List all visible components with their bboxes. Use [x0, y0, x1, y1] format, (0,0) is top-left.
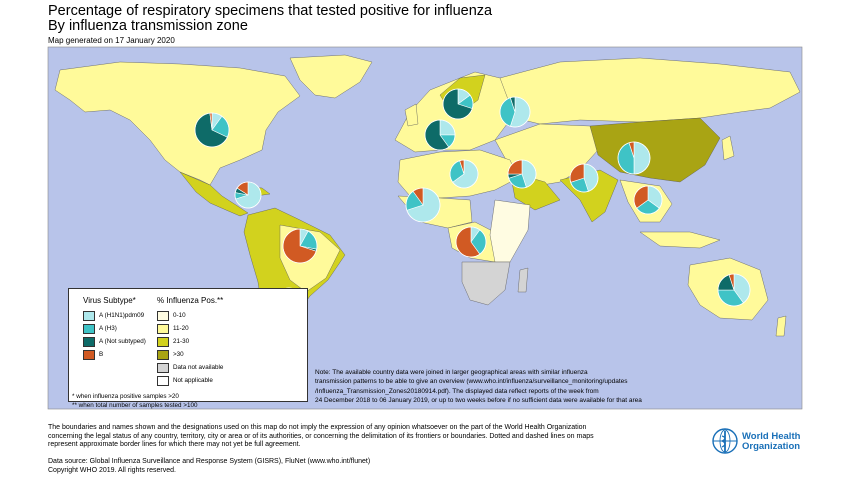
swatch-not-applicable — [157, 376, 169, 386]
land-southern-africa — [461, 261, 511, 306]
footnote-2: ** when total number of samples tested >… — [72, 402, 198, 409]
swatch-pos-0-10 — [157, 311, 169, 321]
pie-layer — [194, 88, 751, 317]
land-uk — [404, 103, 419, 127]
pie-western-asia — [507, 159, 537, 189]
pie-southern-asia — [569, 163, 599, 193]
legend-label-pos-21-30: 21-30 — [173, 338, 190, 345]
legend-label-pos-11-20: 11-20 — [173, 325, 189, 332]
land-greenland — [289, 54, 373, 99]
pie-outline — [449, 159, 479, 189]
map-date: Map generated on 17 January 2020 — [48, 36, 175, 45]
legend-label-b: B — [99, 351, 104, 358]
pie-outline — [617, 141, 651, 175]
pie-outline — [405, 187, 441, 223]
swatch-h1n1 — [83, 311, 95, 321]
pie-outline — [455, 226, 487, 258]
pie-south-east-asia — [633, 185, 663, 215]
disclaimer: The boundaries and names shown and the d… — [48, 424, 688, 450]
pie-outline — [507, 159, 537, 189]
land-indonesia — [639, 231, 721, 249]
pie-central-america-and-caribbean — [234, 181, 262, 209]
land-russia — [499, 57, 801, 125]
swatch-na — [157, 363, 169, 373]
source-line-1: Data source: Global Influenza Surveillan… — [48, 458, 371, 465]
pie-outline — [569, 163, 599, 193]
pie-oceania — [717, 273, 751, 307]
pie-outline — [717, 273, 751, 307]
swatch-pos-30 — [157, 350, 169, 360]
note-line-3: /Influenza_Transmission_Zones20180914.pd… — [315, 387, 599, 395]
legend-label-not-subtyped: A (Not subtyped) — [99, 338, 146, 345]
pie-outline — [424, 119, 456, 151]
swatch-h3 — [83, 324, 95, 334]
legend-label-pos-30: >30 — [173, 351, 184, 358]
legend-label-not-applicable: Not applicable — [173, 377, 213, 384]
who-emblem-icon — [712, 428, 738, 454]
swatch-b — [83, 350, 95, 360]
source-line-2: Copyright WHO 2019. All rights reserved. — [48, 466, 176, 474]
land-north-america — [54, 61, 301, 186]
legend-label-h1n1: A (H1N1)pdm09 — [99, 312, 145, 319]
pie-outline — [499, 96, 531, 128]
land-central-america — [179, 171, 249, 217]
pie-outline — [442, 88, 474, 120]
pie-eastern-asia — [617, 141, 651, 175]
data-source: Data source: Global Influenza Surveillan… — [48, 458, 370, 475]
who-name-line-1: World Health — [742, 431, 801, 442]
map-subtitle: By influenza transmission zone — [48, 18, 248, 34]
legend-label-h3: A (H3) — [99, 325, 117, 332]
map-note: Note: The available country data were jo… — [315, 368, 695, 405]
footnote-1: * when influenza positive samples >20 — [72, 393, 179, 400]
pie-north-america — [194, 112, 230, 148]
land-new-zealand — [775, 315, 787, 337]
swatch-pos-21-30 — [157, 337, 169, 347]
pie-outline — [282, 228, 318, 264]
note-line-1: Note: The available country data were jo… — [315, 369, 588, 376]
land-madagascar — [517, 267, 529, 293]
legend: Virus Subtype* % Influenza Pos.** A (H1N… — [68, 288, 308, 402]
pie-tropical-south-america — [282, 228, 318, 264]
pie-northern-europe — [442, 88, 474, 120]
legend-subtype-title: Virus Subtype* — [83, 296, 136, 305]
who-logo: World Health Organization — [712, 428, 822, 458]
legend-positivity-title: % Influenza Pos.** — [157, 296, 224, 305]
pie-outline — [194, 112, 230, 148]
legend-label-pos-0-10: 0-10 — [173, 312, 186, 319]
note-line-4: 24 December 2018 to 06 January 2019, or … — [315, 396, 642, 404]
pie-eastern-europe — [499, 96, 531, 128]
pie-northern-africa — [449, 159, 479, 189]
swatch-not-subtyped — [83, 337, 95, 347]
note-line-2: transmission patterns to be able to give… — [315, 378, 628, 386]
legend-footnotes: * when influenza positive samples >20 **… — [72, 392, 198, 410]
disclaimer-line-3: represent approximate border lines for w… — [48, 441, 301, 449]
who-name-line-2: Organization — [742, 441, 801, 452]
pie-outline — [234, 181, 262, 209]
pie-south-west-europe — [424, 119, 456, 151]
legend-label-na: Data not available — [173, 364, 224, 371]
swatch-pos-11-20 — [157, 324, 169, 334]
pie-outline — [633, 185, 663, 215]
disclaimer-line-1: The boundaries and names shown and the d… — [48, 424, 587, 431]
map-title: Percentage of respiratory specimens that… — [48, 3, 493, 19]
pie-middle-africa — [455, 226, 487, 258]
land-japan — [721, 135, 735, 161]
disclaimer-line-2: concerning the legal status of any count… — [48, 432, 594, 440]
who-name: World Health Organization — [742, 432, 800, 452]
pie-western-africa — [405, 187, 441, 223]
